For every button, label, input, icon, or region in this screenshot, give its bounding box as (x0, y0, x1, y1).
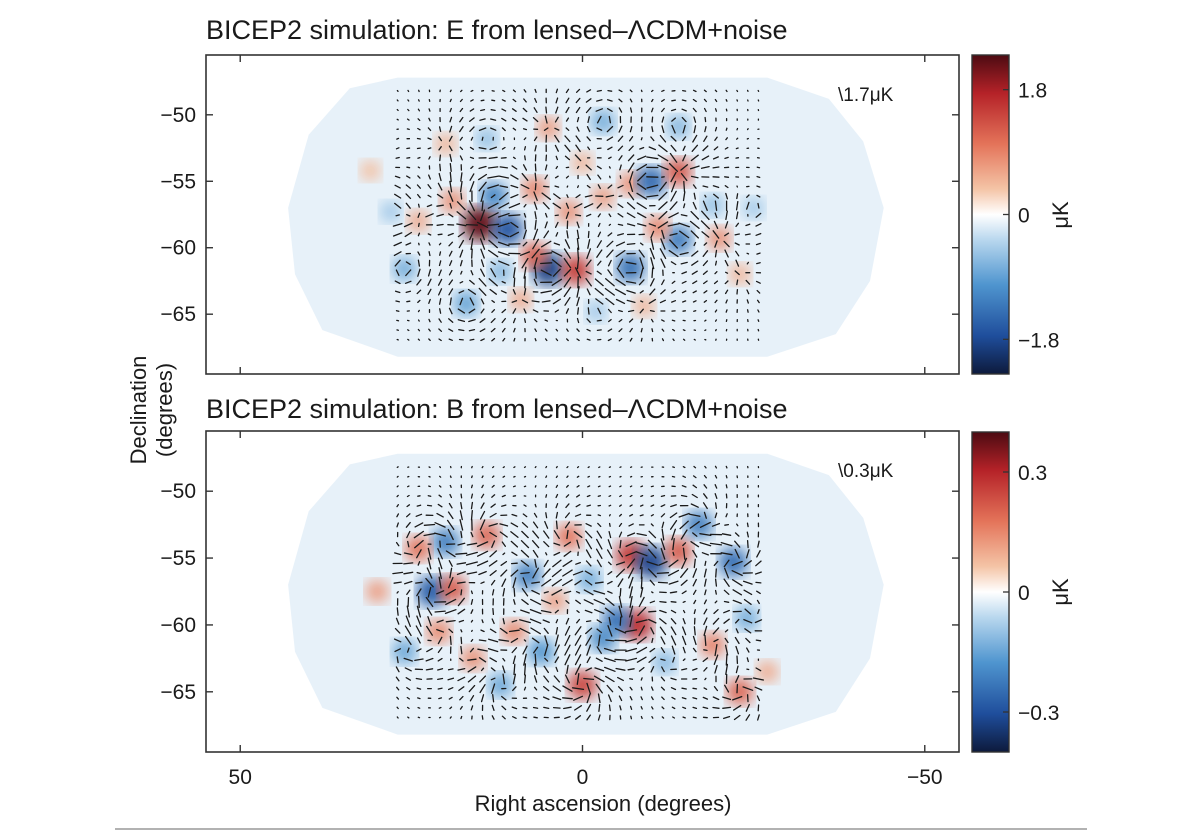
map-blob-27 (379, 200, 402, 223)
map-blob-12 (615, 253, 645, 283)
map-blob-25 (652, 650, 677, 675)
e-mode-y-axis: −50 −55 −60 −65 (160, 104, 959, 326)
map-blob-21 (700, 632, 726, 658)
x-tick-label: −50 (907, 766, 943, 789)
map-blob-30 (359, 160, 381, 182)
map-blob-1 (491, 213, 523, 245)
map-blob-28 (726, 678, 754, 706)
map-blob-23 (756, 660, 779, 684)
map-blob-31 (509, 288, 533, 311)
colorbar-tick-label: −1.8 (1018, 329, 1059, 352)
colorbar-tick-label: 1.8 (1018, 80, 1047, 103)
colorbar-tick-label: 0.3 (1018, 462, 1047, 485)
map-blob-22 (590, 109, 616, 134)
map-blob-5 (555, 523, 582, 550)
map-blob-6 (522, 176, 548, 202)
map-blob-28 (728, 263, 751, 286)
b-mode-blobs (365, 510, 779, 706)
map-blob-3 (560, 255, 591, 286)
b-mode-x-axis-ticks (239, 431, 926, 752)
polarization-tick-field (392, 88, 762, 342)
map-blob-22 (734, 606, 759, 631)
y-tick-label: −50 (160, 480, 196, 503)
y-tick-label: −55 (160, 547, 196, 570)
map-blob-13 (589, 624, 617, 652)
map-blob-15 (707, 226, 732, 251)
map-blob-19 (392, 639, 417, 665)
x-tick-label: 50 (229, 766, 252, 789)
map-blob-24 (475, 127, 499, 150)
e-mode-colorbar-ticks: 1.8 0 −1.8 (1003, 80, 1059, 352)
map-blob-18 (405, 535, 432, 562)
y-tick-label: −55 (160, 170, 196, 193)
y-tick-label: −65 (160, 681, 196, 704)
y-tick-label: −65 (160, 303, 196, 326)
x-axis-label: Right ascension (degrees) (475, 791, 732, 816)
map-blob-23 (666, 115, 690, 139)
e-mode-panel: BICEP2 simulation: E from lensed–ΛCDM+no… (160, 15, 1073, 375)
b-mode-colorbar (971, 431, 1010, 753)
b-mode-colorbar-label: μK (1048, 578, 1073, 606)
e-mode-colorbar (971, 54, 1010, 375)
map-blob-8 (591, 185, 615, 209)
e-mode-blobs (359, 109, 765, 323)
colorbar-tick-label: 0 (1018, 205, 1030, 228)
map-blob-15 (528, 638, 555, 665)
map-blob-8 (664, 537, 693, 566)
e-mode-title: BICEP2 simulation: E from lensed–ΛCDM+no… (206, 15, 788, 45)
y-axis-label-line1: Declination (126, 356, 151, 465)
y-tick-label: −60 (160, 237, 196, 260)
map-blob-20 (365, 579, 389, 604)
map-blob-25 (434, 133, 457, 156)
map-blob-11 (664, 157, 693, 187)
y-axis-label-line2: (degrees) (152, 363, 177, 457)
map-blob-10 (718, 547, 748, 577)
map-blob-29 (460, 646, 486, 671)
map-blob-33 (633, 295, 656, 318)
colorbar-tick-label: 0 (1018, 582, 1030, 605)
map-blob-29 (742, 196, 765, 219)
map-blob-16 (501, 619, 527, 644)
colorbar-tick-label: −0.3 (1018, 702, 1059, 725)
e-mode-x-axis-ticks (239, 55, 926, 374)
map-blob-14 (567, 670, 598, 700)
b-mode-y-axis: −50 −55 −60 −65 (160, 480, 959, 704)
map-blob-1 (438, 574, 467, 603)
b-mode-scale-annotation: \0.3μK (838, 461, 894, 482)
polarization-tick-field (392, 465, 765, 721)
x-tick-labels: 50 0 −50 (229, 766, 943, 789)
b-mode-panel: BICEP2 simulation: B from lensed–ΛCDM+no… (160, 394, 1073, 753)
map-blob-13 (664, 225, 693, 254)
map-blob-19 (453, 291, 479, 317)
y-tick-label: −60 (160, 614, 196, 637)
map-blob-26 (543, 589, 567, 613)
map-blob-17 (406, 209, 430, 233)
x-tick-label: 0 (577, 766, 589, 789)
map-blob-17 (426, 619, 452, 644)
map-blob-27 (577, 567, 602, 592)
e-mode-map (288, 77, 884, 357)
b-mode-map (288, 453, 884, 735)
b-mode-polarization-ticks (392, 465, 765, 721)
b-mode-title: BICEP2 simulation: B from lensed–ΛCDM+no… (206, 394, 788, 424)
b-mode-colorbar-ticks: 0.3 0 −0.3 (1003, 462, 1059, 725)
map-blob-9 (685, 510, 713, 539)
map-blob-2 (473, 521, 501, 549)
e-mode-polarization-ticks (392, 88, 762, 342)
y-tick-label: −50 (160, 104, 196, 127)
map-blob-32 (585, 300, 608, 323)
map-blob-3 (431, 528, 460, 556)
e-mode-colorbar-label: μK (1048, 201, 1073, 229)
e-mode-scale-annotation: \1.7μK (838, 85, 894, 106)
map-blob-20 (488, 260, 513, 284)
map-blob-10 (636, 166, 666, 197)
map-blob-18 (392, 256, 417, 282)
